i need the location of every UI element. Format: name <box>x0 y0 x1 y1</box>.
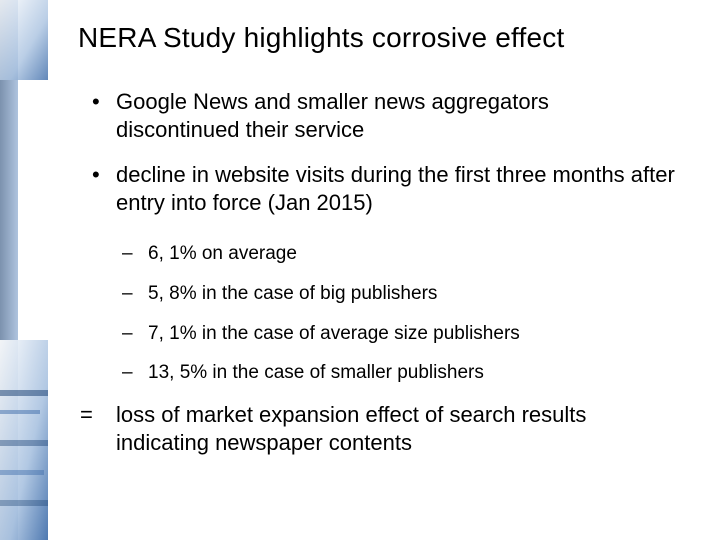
bullet-marker: – <box>122 361 148 385</box>
bullet-text: Google News and smaller news aggregators… <box>116 88 678 143</box>
bullet-marker: – <box>122 322 148 346</box>
sub-bullet-item: – 5, 8% in the case of big publishers <box>122 282 678 306</box>
conclusion-marker: = <box>76 401 116 456</box>
conclusion-line: = loss of market expansion effect of sea… <box>76 401 678 456</box>
sub-bullet-item: – 13, 5% in the case of smaller publishe… <box>122 361 678 385</box>
bullet-marker: – <box>122 242 148 266</box>
bullet-marker: • <box>88 88 116 143</box>
slide-body: • Google News and smaller news aggregato… <box>88 88 678 456</box>
bullet-text: 6, 1% on average <box>148 242 678 266</box>
bullet-text: 7, 1% in the case of average size publis… <box>148 322 678 346</box>
bullet-text: decline in website visits during the fir… <box>116 161 678 216</box>
bullet-marker: • <box>88 161 116 216</box>
conclusion-text: loss of market expansion effect of searc… <box>116 401 678 456</box>
slide: NERA Study highlights corrosive effect •… <box>0 0 720 540</box>
sub-bullet-item: – 7, 1% in the case of average size publ… <box>122 322 678 346</box>
bullet-marker: – <box>122 282 148 306</box>
sub-bullet-item: – 6, 1% on average <box>122 242 678 266</box>
slide-title: NERA Study highlights corrosive effect <box>78 22 564 54</box>
bullet-item: • Google News and smaller news aggregato… <box>88 88 678 143</box>
bullet-text: 13, 5% in the case of smaller publishers <box>148 361 678 385</box>
bullet-text: 5, 8% in the case of big publishers <box>148 282 678 306</box>
bullet-item: • decline in website visits during the f… <box>88 161 678 216</box>
side-decoration <box>0 0 48 540</box>
